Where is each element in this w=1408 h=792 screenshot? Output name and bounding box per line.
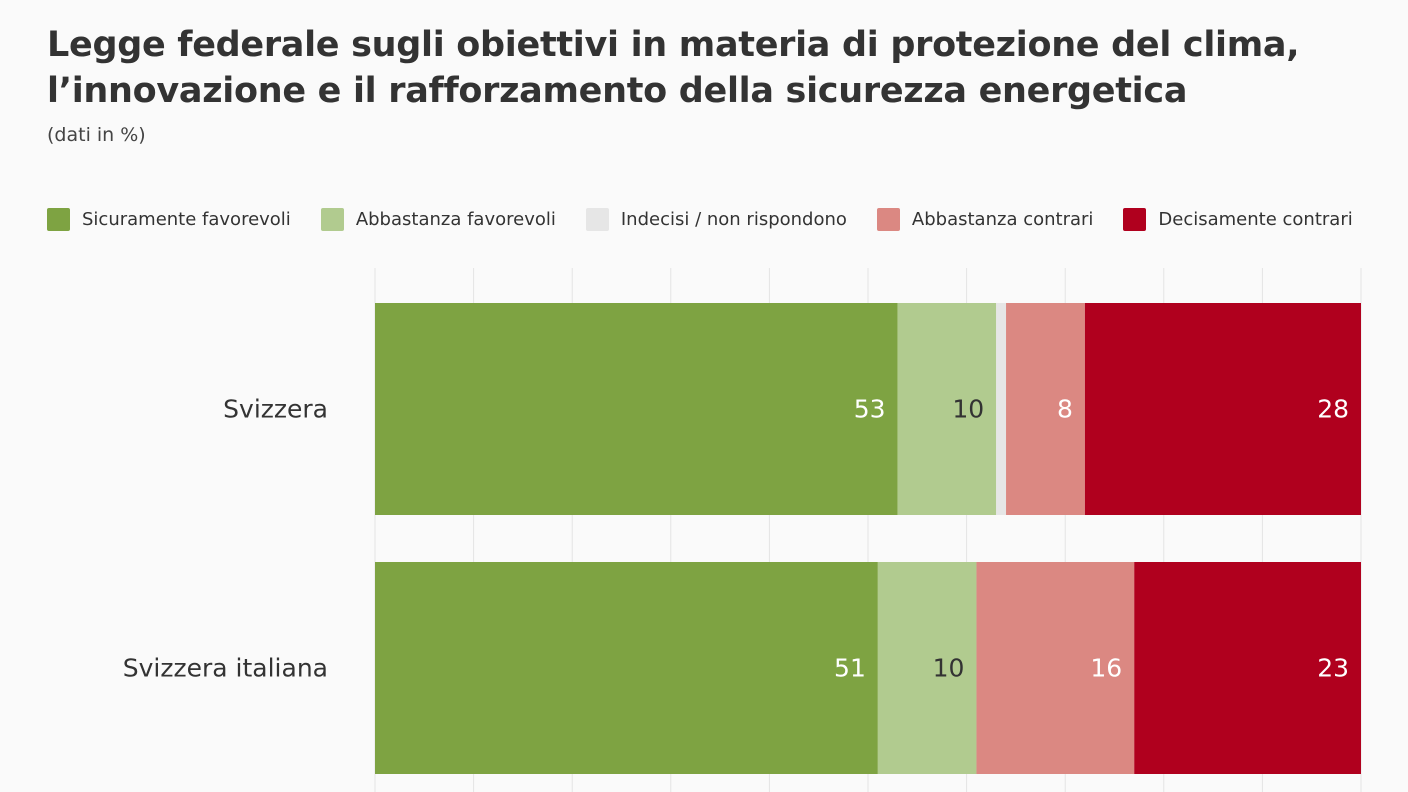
- chart-title: Legge federale sugli obiettivi in materi…: [47, 25, 1300, 111]
- bar-segment: [976, 562, 1135, 774]
- legend-item: Abbastanza contrari: [876, 208, 1094, 231]
- bar-segment: [375, 303, 898, 515]
- legend-item: Sicuramente favorevoli: [47, 208, 291, 231]
- data-label: 23: [1317, 654, 1349, 683]
- legend-label: Indecisi / non rispondono: [620, 209, 847, 230]
- legend-label: Abbastanza contrari: [911, 209, 1094, 230]
- data-label: 10: [952, 395, 984, 424]
- bar-segment: [996, 303, 1007, 515]
- data-label: 53: [854, 395, 886, 424]
- legend-label: Decisamente contrari: [1158, 209, 1353, 230]
- legend-label: Abbastanza favorevoli: [355, 209, 556, 230]
- bar-segment: [1006, 303, 1085, 515]
- legend-swatch: [47, 208, 70, 231]
- legend: Sicuramente favorevoli Abbastanza favorev…: [47, 208, 1383, 231]
- legend-label: Sicuramente favorevoli: [82, 209, 291, 230]
- data-label: 51: [834, 654, 866, 683]
- data-label: 16: [1090, 654, 1122, 683]
- category-label: Svizzera: [223, 395, 328, 424]
- category-label: Svizzera italiana: [123, 654, 328, 683]
- legend-item: Indecisi / non rispondono: [585, 208, 847, 231]
- bar-segment: [877, 562, 977, 774]
- legend-swatch: [1123, 208, 1147, 231]
- data-label: 28: [1317, 395, 1349, 424]
- bar-segment: [1084, 303, 1361, 515]
- legend-item: Decisamente contrari: [1123, 208, 1353, 231]
- stacked-bar-chart: Svizzera 53 10 8 28 Svizzera italiana 51 10 16 23: [123, 268, 1362, 792]
- legend-swatch: [876, 208, 900, 231]
- legend-item: Abbastanza favorevoli: [320, 208, 556, 231]
- data-label: 10: [933, 654, 965, 683]
- bar-segment: [375, 562, 878, 774]
- chart-subtitle: (dati in %): [47, 124, 146, 146]
- legend-swatch: [320, 208, 344, 231]
- bar-segment: [897, 303, 997, 515]
- legend-swatch: [585, 208, 609, 231]
- bar-segment: [1134, 562, 1361, 774]
- data-label: 8: [1057, 395, 1073, 424]
